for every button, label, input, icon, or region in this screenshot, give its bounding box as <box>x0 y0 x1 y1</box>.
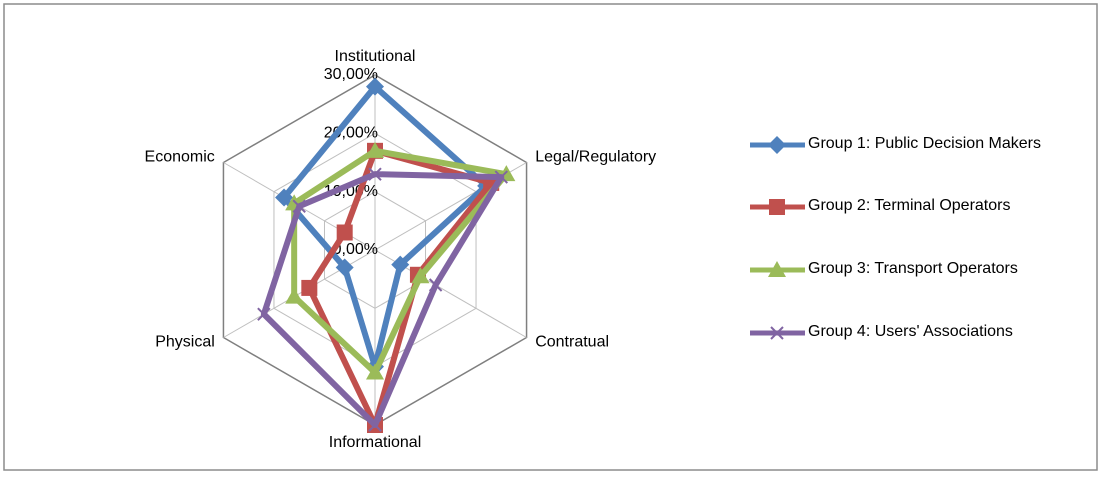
legend-label: Group 2: Terminal Operators <box>808 197 1011 214</box>
data-point <box>411 267 430 284</box>
data-point <box>366 141 384 158</box>
data-point <box>770 326 784 340</box>
data-point <box>494 170 509 184</box>
y-tick-label: 30,00% <box>324 66 378 83</box>
category-label: Informational <box>329 434 422 451</box>
chart-border <box>3 3 1098 471</box>
data-point <box>292 199 306 213</box>
legend-item: Group 3: Transport Operators <box>808 260 1018 277</box>
data-point <box>768 261 786 277</box>
legend-item: Group 1: Public Decision Makers <box>808 135 1041 152</box>
y-tick-label: 0,00% <box>333 241 378 258</box>
category-label: Legal/Regulatory <box>535 149 656 166</box>
data-point <box>769 199 785 215</box>
data-point <box>368 418 382 432</box>
category-label: Economic <box>145 149 215 166</box>
category-label: Contratual <box>535 334 609 351</box>
data-point <box>285 287 304 304</box>
data-point <box>368 167 382 181</box>
legend-item: Group 4: Users' Associations <box>808 323 1013 340</box>
data-point <box>391 255 410 274</box>
data-point <box>301 279 318 296</box>
category-label: Physical <box>155 334 215 351</box>
data-point <box>768 136 786 154</box>
series <box>257 167 509 432</box>
data-point <box>428 278 443 292</box>
data-point <box>366 363 384 380</box>
legend-label: Group 3: Transport Operators <box>808 260 1018 277</box>
data-point <box>257 307 271 321</box>
legend-label: Group 4: Users' Associations <box>808 323 1013 340</box>
legend-label: Group 1: Public Decision Makers <box>808 135 1041 152</box>
data-point <box>275 188 294 207</box>
data-point <box>366 77 384 96</box>
data-point <box>336 224 353 241</box>
category-label: Institutional <box>335 48 416 65</box>
data-point <box>335 258 354 277</box>
legend-item: Group 2: Terminal Operators <box>808 197 1011 214</box>
